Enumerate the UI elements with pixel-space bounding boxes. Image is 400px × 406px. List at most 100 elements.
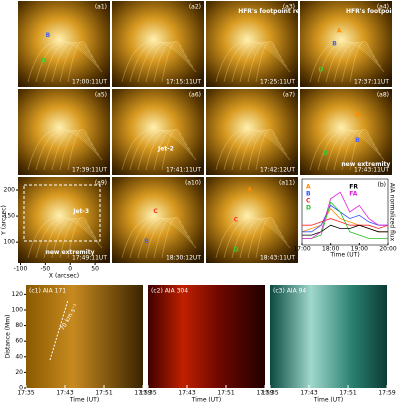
x-tick-label: 17:59	[134, 390, 151, 397]
y-axis-label: Y (arcsec)	[1, 205, 8, 236]
x-axis-label: X (arcsec)	[49, 273, 79, 280]
y-tick-label: 120	[12, 291, 24, 298]
y-tick-label: 20	[15, 369, 23, 376]
x-axis-label: Time (UT)	[69, 397, 99, 404]
panel-time: 17:15:11UT	[166, 79, 201, 86]
loop	[67, 41, 88, 83]
x-axis-label: Time (UT)	[329, 252, 359, 259]
loop	[231, 41, 285, 83]
loop	[153, 41, 185, 83]
y-axis-label: AIA normalized flux	[389, 183, 396, 242]
loop	[121, 129, 197, 171]
panel-label: (a7)	[283, 92, 295, 99]
loop	[247, 217, 279, 259]
x-tick-label: 17:59	[378, 390, 395, 397]
x-tick-label: 17:43	[178, 390, 195, 397]
panel-time: 17:49:11UT	[72, 255, 107, 262]
loop	[51, 129, 94, 171]
loop	[309, 129, 385, 171]
loop	[223, 41, 288, 83]
x-tick-label: 19:00	[351, 246, 368, 253]
series-line	[302, 201, 388, 239]
annotation: new extremity	[341, 161, 390, 168]
loop	[317, 41, 382, 83]
loop	[255, 129, 276, 171]
annotation: D	[318, 66, 323, 73]
panel-time: 17:42:12UT	[260, 167, 295, 174]
y-tick-label: 80	[15, 322, 23, 329]
loop	[27, 129, 103, 171]
loop	[59, 41, 91, 83]
loop	[333, 41, 376, 83]
loop	[239, 217, 282, 259]
loop	[137, 217, 191, 259]
x-tick-label: 20:00	[379, 246, 396, 253]
loop	[59, 129, 91, 171]
x-tick-label: 17:59	[256, 390, 273, 397]
loop	[223, 217, 288, 259]
solar-image	[112, 177, 204, 263]
y-tick-label: 200	[4, 187, 16, 194]
time-distance-map	[148, 285, 265, 388]
panel-time: 17:41:11UT	[166, 167, 201, 174]
panel-time: 17:39:11UT	[72, 167, 107, 174]
solar-image	[112, 1, 204, 87]
x-tick-label: 17:51	[217, 390, 234, 397]
loop	[59, 217, 91, 259]
legend-label: C	[306, 198, 311, 205]
y-axis-label: Distance (Mm)	[5, 315, 12, 359]
loop	[67, 217, 88, 259]
loop	[333, 129, 376, 171]
annotation: D	[323, 150, 328, 157]
loop	[153, 217, 185, 259]
solar-image	[206, 89, 298, 175]
x-tick-label: 17:43	[300, 390, 317, 397]
x-axis-label: Time (UT)	[191, 397, 221, 404]
legend-label: FR	[349, 184, 358, 191]
panel-label: (a6)	[189, 92, 201, 99]
panel-time: 18:43:11UT	[260, 255, 295, 262]
loop	[215, 217, 291, 259]
loop	[137, 129, 191, 171]
chart-frame	[301, 178, 389, 246]
panel-label: (a4)	[377, 4, 389, 11]
x-tick-label: 17:35	[261, 390, 278, 397]
solar-image	[300, 89, 392, 175]
annotation: new extremity	[46, 249, 95, 256]
loop	[239, 41, 282, 83]
solar-image	[18, 89, 110, 175]
loop	[231, 129, 285, 171]
loop	[153, 129, 185, 171]
loop	[67, 129, 88, 171]
loop	[341, 41, 373, 83]
solar-image	[18, 1, 110, 87]
loop	[255, 217, 276, 259]
panel-label: (a5)	[95, 92, 107, 99]
loop	[239, 129, 282, 171]
panel-label: (a11)	[279, 180, 295, 187]
loop	[137, 41, 191, 83]
loop	[309, 41, 385, 83]
panel-label: (a8)	[377, 92, 389, 99]
loop	[161, 41, 182, 83]
loop	[341, 129, 373, 171]
loop	[161, 217, 182, 259]
panel-label: (a2)	[189, 4, 201, 11]
x-tick-label: -50	[40, 266, 50, 273]
legend-label: D	[306, 205, 311, 212]
x-tick-label: 17:00	[293, 246, 310, 253]
solar-image	[206, 177, 298, 263]
panel-label: (a9)	[95, 180, 107, 187]
series-line	[302, 204, 388, 233]
annotation: A	[247, 186, 252, 193]
series-line	[302, 218, 389, 229]
loop	[215, 129, 291, 171]
y-tick-label: 100	[12, 306, 24, 313]
annotation: HFR's footpoint region	[238, 8, 314, 15]
y-tick-label: 100	[4, 239, 16, 246]
y-tick-label: 150	[4, 213, 16, 220]
annotation: B	[332, 41, 337, 48]
loop	[129, 129, 194, 171]
loop	[325, 129, 379, 171]
